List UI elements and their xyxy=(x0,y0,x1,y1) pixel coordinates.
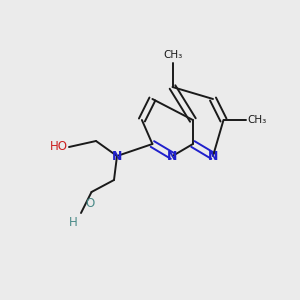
Text: CH₃: CH₃ xyxy=(248,115,267,125)
Text: N: N xyxy=(208,149,218,163)
Text: HO: HO xyxy=(50,140,68,154)
Text: N: N xyxy=(167,149,178,163)
Text: N: N xyxy=(112,149,122,163)
Text: O: O xyxy=(85,197,95,210)
Text: CH₃: CH₃ xyxy=(163,50,182,60)
Text: H: H xyxy=(69,216,78,229)
